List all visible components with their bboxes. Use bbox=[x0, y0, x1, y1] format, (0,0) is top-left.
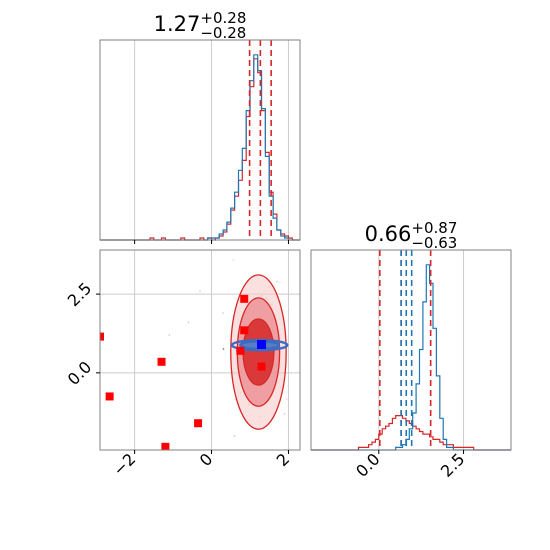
sample-point bbox=[222, 312, 224, 314]
outlier-marker bbox=[236, 346, 245, 355]
x-tick-label: 0 bbox=[196, 449, 217, 470]
sample-point bbox=[281, 293, 283, 295]
y-tick-label: 2.5 bbox=[64, 279, 95, 310]
y-tick-label: 0.0 bbox=[64, 357, 95, 388]
sample-point bbox=[232, 259, 234, 261]
sample-point bbox=[251, 247, 252, 248]
outlier-marker bbox=[240, 294, 249, 303]
param1-axes-frame bbox=[99, 39, 301, 241]
sample-point bbox=[306, 339, 307, 340]
param2-title: 0.66+0.87 −0.63 bbox=[365, 219, 458, 252]
sample-point bbox=[234, 297, 236, 299]
sample-point bbox=[286, 398, 288, 400]
x-tick-label: 0.0 bbox=[352, 449, 383, 480]
outlier-marker bbox=[257, 362, 266, 371]
x-tick-label: 2 bbox=[273, 449, 294, 470]
histogram-series bbox=[100, 54, 300, 241]
sample-point bbox=[168, 334, 171, 336]
param1-title: 1.27+0.28 −0.28 bbox=[154, 9, 247, 42]
sample-point bbox=[276, 280, 278, 283]
outlier-marker bbox=[240, 326, 249, 335]
joint-plot-area bbox=[100, 247, 307, 450]
sample-point bbox=[233, 435, 236, 437]
outlier-marker bbox=[100, 332, 104, 341]
sample-point bbox=[199, 290, 201, 292]
param2-axes-frame bbox=[310, 249, 512, 451]
param1-marginal-panel: 1.27+0.28 −0.28 bbox=[99, 9, 301, 244]
outlier-marker bbox=[105, 392, 114, 401]
outlier-marker bbox=[194, 419, 203, 428]
param2-marginal-panel: 0.0 2.5 0.66+0.87 −0.63 bbox=[310, 219, 512, 481]
histogram-series bbox=[100, 58, 300, 241]
outlier-marker bbox=[161, 442, 170, 450]
outlier-marker bbox=[157, 357, 166, 366]
sample-point bbox=[234, 398, 236, 401]
true-value-marker bbox=[257, 339, 267, 349]
x-tick-label: 2.5 bbox=[437, 449, 468, 480]
sample-point bbox=[288, 308, 290, 311]
joint-axes-frame bbox=[99, 249, 301, 451]
sample-point bbox=[187, 321, 190, 324]
reference-point bbox=[222, 348, 225, 350]
sample-point bbox=[279, 281, 281, 283]
joint-scatter-panel: −2 0 20.02.5 bbox=[64, 247, 307, 480]
sample-point bbox=[283, 412, 286, 415]
